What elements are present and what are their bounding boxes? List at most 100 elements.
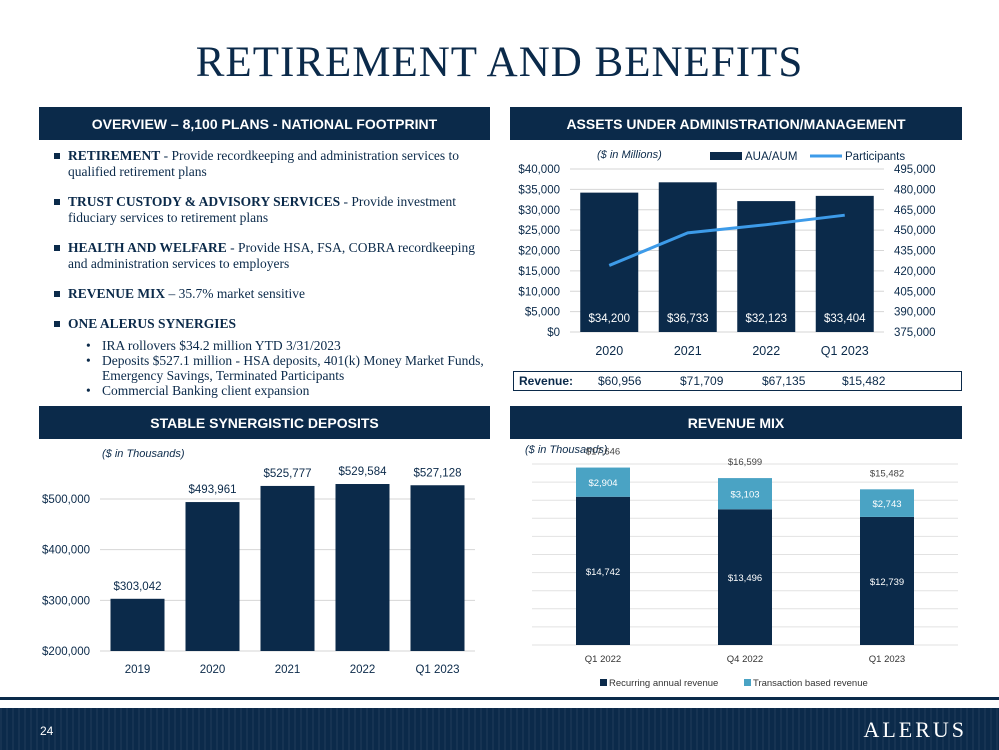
y-tick-label: $15,000 xyxy=(518,266,560,278)
deposits-bar xyxy=(185,502,240,651)
revenue-value-2022: $67,135 xyxy=(762,374,806,388)
deposits-bar-label: $303,042 xyxy=(114,581,162,593)
overview-item-health: HEALTH AND WELFARE - Provide HSA, FSA, C… xyxy=(52,240,492,272)
y-tick-label: $500,000 xyxy=(42,494,90,506)
overview-item-retirement: RETIREMENT - Provide recordkeeping and a… xyxy=(52,148,492,180)
footer-divider xyxy=(0,697,999,700)
recurring-bar xyxy=(576,496,630,645)
footer-bar: 24 ALERUS xyxy=(0,708,999,750)
y-tick-label: $400,000 xyxy=(42,545,90,557)
x-tick-label: Q1 2023 xyxy=(821,344,869,358)
page-number: 24 xyxy=(40,724,54,738)
revenue-row: Revenue: $60,956 $71,709 $67,135 $15,482 xyxy=(513,371,962,391)
page-title: RETIREMENT AND BENEFITS xyxy=(195,39,804,86)
x-tick-label: Q4 2022 xyxy=(727,654,763,665)
transaction-bar xyxy=(718,478,772,510)
overview-item-text: - Provide HSA, FSA, COBRA recordkeeping … xyxy=(68,240,476,271)
y2-tick-label: 450,000 xyxy=(894,225,936,237)
aua-bar xyxy=(580,192,639,332)
x-tick-label: Q1 2023 xyxy=(869,654,905,665)
y-tick-label: $200,000 xyxy=(42,646,90,658)
x-tick-label: 2020 xyxy=(200,664,226,676)
unit-note: ($ in Thousands) xyxy=(102,448,185,460)
deposits-bar xyxy=(335,484,390,651)
overview-item-synergies: ONE ALERUS SYNERGIES IRA rollovers $34.2… xyxy=(52,316,492,398)
overview-item-revenue-mix: REVENUE MIX – 35.7% market sensitive xyxy=(52,286,492,302)
alerus-logo: ALERUS xyxy=(863,717,967,742)
deposits-bar xyxy=(260,485,315,651)
transaction-bar xyxy=(860,489,914,517)
recurring-bar xyxy=(860,516,914,645)
overview-item-text: - Provide recordkeeping and administrati… xyxy=(68,148,460,179)
x-tick-label: 2022 xyxy=(350,664,376,676)
y-tick-label: $30,000 xyxy=(518,205,560,217)
overview-list: RETIREMENT - Provide recordkeeping and a… xyxy=(52,148,492,398)
legend-label-transaction: Transaction based revenue xyxy=(753,678,868,689)
deposits-header: STABLE SYNERGISTIC DEPOSITS xyxy=(39,406,490,439)
overview-item-title: ONE ALERUS SYNERGIES xyxy=(68,316,237,331)
revenue-label: Revenue: xyxy=(519,374,574,388)
y2-tick-label: 375,000 xyxy=(894,327,936,339)
y-tick-label: $35,000 xyxy=(518,184,560,196)
recurring-bar-label: $14,742 xyxy=(586,567,620,578)
overview-item-title: REVENUE MIX xyxy=(68,286,166,301)
x-tick-label: 2021 xyxy=(275,664,301,676)
deposits-bar-label: $527,128 xyxy=(414,467,462,479)
y-tick-label: $10,000 xyxy=(518,286,560,298)
overview-item-title: TRUST CUSTODY & ADVISORY SERVICES xyxy=(68,194,341,209)
overview-item-title: RETIREMENT xyxy=(68,148,161,163)
transaction-bar-label: $3,103 xyxy=(730,490,759,501)
x-tick-label: 2022 xyxy=(752,344,780,358)
synergy-item-ira: IRA rollovers $34.2 million YTD 3/31/202… xyxy=(68,338,492,353)
transaction-bar xyxy=(576,467,630,497)
x-tick-label: 2019 xyxy=(125,664,151,676)
deposits-bar xyxy=(410,485,465,651)
overview-item-text: - Provide investment fiduciary services … xyxy=(68,194,456,225)
total-label: $16,599 xyxy=(728,457,762,468)
transaction-bar-label: $2,743 xyxy=(872,499,901,510)
y-tick-label: $25,000 xyxy=(518,225,560,237)
total-label: $15,482 xyxy=(870,468,904,479)
x-tick-label: Q1 2023 xyxy=(415,664,459,676)
revenue-mix-header: REVENUE MIX xyxy=(510,406,962,439)
aua-bar-label: $36,733 xyxy=(667,313,709,325)
recurring-bar-label: $13,496 xyxy=(728,573,762,584)
deposits-bar-label: $525,777 xyxy=(264,468,312,480)
overview-header: OVERVIEW – 8,100 PLANS - NATIONAL FOOTPR… xyxy=(39,107,490,140)
deposits-chart: ($ in Thousands) $200,000 $300,000 $400,000… xyxy=(42,448,475,676)
aua-bar xyxy=(658,182,717,332)
total-label: $17,646 xyxy=(586,447,620,458)
x-tick-label: 2021 xyxy=(674,344,702,358)
y2-tick-label: 465,000 xyxy=(894,205,936,217)
recurring-bar-label: $12,739 xyxy=(870,577,904,588)
deposits-bar-label: $529,584 xyxy=(339,466,388,478)
synergy-item-deposits: Deposits $527.1 million - HSA deposits, … xyxy=(68,353,492,383)
legend-label-recurring: Recurring annual revenue xyxy=(609,678,718,689)
aua-bar-label: $33,404 xyxy=(824,313,866,325)
unit-note: ($ in Millions) xyxy=(597,149,662,161)
synergies-sublist: IRA rollovers $34.2 million YTD 3/31/202… xyxy=(68,338,492,398)
revenue-value-2020: $60,956 xyxy=(598,374,642,388)
legend-swatch-recurring xyxy=(600,679,607,686)
y2-tick-label: 390,000 xyxy=(894,307,936,319)
aua-chart: ($ in Millions) $0 $5,000 $10,000 $15,000 $20… xyxy=(518,149,936,358)
overview-item-text: – 35.7% market sensitive xyxy=(165,286,305,301)
y-tick-label: $0 xyxy=(547,327,560,339)
x-tick-label: Q1 2022 xyxy=(585,654,621,665)
revenue-value-q1-2023: $15,482 xyxy=(842,374,886,388)
legend-label-aua: AUA/AUM xyxy=(745,151,797,163)
revenue-value-2021: $71,709 xyxy=(680,374,724,388)
aua-bar-label: $32,123 xyxy=(745,313,787,325)
x-tick-label: 2020 xyxy=(595,344,623,358)
legend-swatch-transaction xyxy=(744,679,751,686)
recurring-bar xyxy=(718,509,772,645)
legend-label-participants: Participants xyxy=(845,151,905,163)
deposits-bar-label: $493,961 xyxy=(189,484,237,496)
synergy-item-commercial: Commercial Banking client expansion xyxy=(68,383,492,398)
y2-tick-label: 420,000 xyxy=(894,266,936,278)
deposits-bar xyxy=(110,598,165,651)
y-tick-label: $20,000 xyxy=(518,246,560,258)
y2-tick-label: 495,000 xyxy=(894,164,936,176)
y2-tick-label: 480,000 xyxy=(894,184,936,196)
y2-tick-label: 435,000 xyxy=(894,246,936,258)
